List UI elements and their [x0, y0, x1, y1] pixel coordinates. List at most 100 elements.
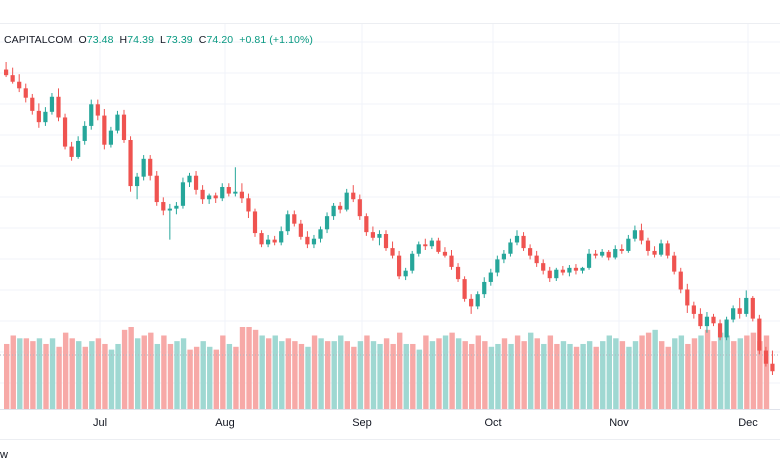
candle: [593, 253, 598, 256]
high-label: H: [119, 34, 128, 46]
volume-bar: [252, 329, 259, 409]
volume-bar: [403, 343, 409, 409]
candle: [495, 259, 500, 273]
volume-bar: [685, 343, 691, 409]
price-chart-svg[interactable]: [0, 0, 780, 410]
volume-bar: [364, 335, 370, 409]
candle: [370, 232, 375, 238]
candle: [665, 243, 670, 256]
volume-bar: [246, 327, 252, 409]
volume-bar: [586, 341, 593, 409]
volume-bar: [449, 332, 455, 409]
open-value: 73.48: [86, 34, 114, 46]
volume-bar: [390, 343, 396, 409]
volume-bar: [23, 338, 30, 409]
volume-bar: [534, 338, 540, 409]
volume-bar: [541, 343, 547, 409]
volume-bar: [102, 343, 108, 409]
candle: [351, 192, 356, 200]
volume-bar: [704, 329, 711, 409]
x-tick-label: Aug: [215, 417, 235, 429]
candle: [76, 140, 81, 157]
candle: [239, 191, 244, 199]
volume-bar: [17, 338, 23, 409]
candle: [501, 253, 506, 260]
volume-bar: [154, 343, 161, 409]
top-border: [0, 23, 780, 24]
volume-bar: [108, 349, 115, 409]
candle: [285, 214, 290, 232]
candle: [541, 263, 546, 271]
volume-bar: [161, 335, 167, 409]
candle: [390, 248, 395, 256]
candle: [4, 69, 9, 76]
volume-bar: [95, 338, 102, 409]
volume-bar: [482, 341, 488, 409]
volume-bar: [626, 346, 632, 409]
candle: [514, 235, 520, 243]
candle: [632, 230, 637, 239]
candle: [324, 216, 330, 230]
candle: [416, 244, 421, 254]
candle: [102, 115, 107, 145]
candle: [645, 240, 651, 251]
candle: [586, 253, 592, 268]
candle: [731, 308, 736, 320]
volume-bar: [305, 346, 311, 409]
candle: [580, 267, 585, 271]
volume-bar: [187, 349, 193, 409]
close-value: 74.20: [206, 34, 234, 46]
candle: [246, 198, 251, 212]
volume-bar: [43, 343, 49, 409]
volume-bar: [416, 349, 423, 409]
volume-bar: [167, 343, 174, 409]
candle: [717, 323, 723, 338]
candle: [750, 297, 755, 319]
volume-bar: [292, 341, 298, 409]
volume-bar: [338, 335, 344, 409]
volume-bar: [436, 338, 442, 409]
candle: [161, 202, 166, 211]
candle: [62, 117, 68, 147]
volume-bar: [691, 338, 698, 409]
candle: [311, 238, 317, 245]
candle: [259, 233, 264, 245]
candle: [462, 279, 467, 299]
candle: [678, 271, 683, 290]
candle: [724, 319, 729, 338]
candle: [213, 195, 218, 199]
candle: [344, 192, 349, 210]
candle: [757, 318, 762, 351]
volume-bar: [429, 341, 436, 409]
candle: [30, 97, 35, 111]
volume-bar: [272, 335, 278, 409]
candle: [357, 199, 362, 217]
candle: [56, 96, 61, 118]
candle: [318, 229, 323, 239]
footer-bar: [0, 439, 780, 471]
candle: [508, 242, 513, 254]
volume-bar: [613, 338, 619, 409]
candle: [672, 255, 677, 272]
volume-bar: [606, 335, 612, 409]
symbol-name: CAPITALCOM: [4, 34, 73, 46]
candle: [770, 363, 775, 372]
candle: [128, 140, 133, 187]
volume-bar: [357, 341, 364, 409]
volume-bar: [462, 341, 468, 409]
volume-bar: [731, 341, 737, 409]
volume-bar: [69, 338, 75, 409]
candle: [521, 235, 526, 249]
volume-bar: [331, 341, 337, 409]
candle: [737, 308, 742, 314]
volume-bar: [141, 335, 147, 409]
candle: [69, 146, 74, 157]
candle: [23, 88, 28, 98]
volume-bar: [318, 338, 324, 409]
x-tick-label: Jul: [92, 417, 108, 429]
volume-bar: [639, 335, 645, 409]
volume-bar: [397, 332, 403, 409]
volume-bar: [560, 341, 567, 409]
candle: [187, 175, 192, 183]
